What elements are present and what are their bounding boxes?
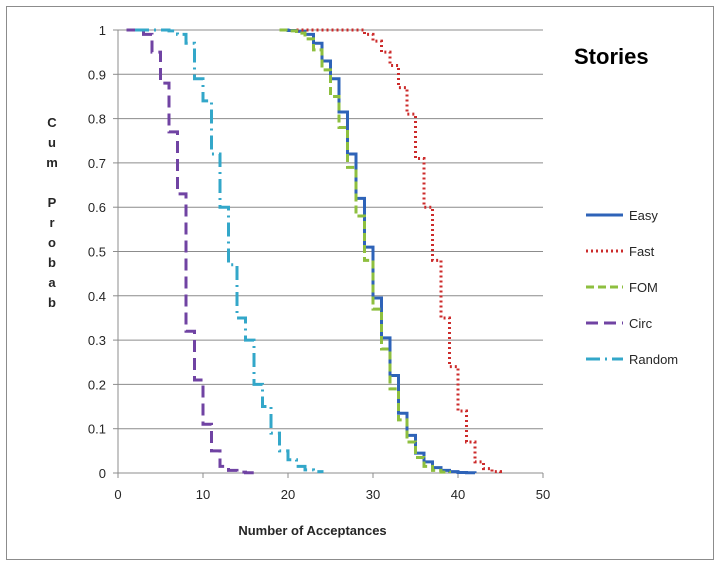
series-line-random	[135, 28, 324, 474]
legend-label-fom: FOM	[629, 280, 658, 295]
series-line-fom	[279, 28, 451, 474]
x-tick-label: 20	[281, 487, 295, 502]
x-tick-label: 50	[536, 487, 550, 502]
y-tick-label: 0.9	[88, 67, 106, 82]
y-tick-label: 0.2	[88, 377, 106, 392]
labels: 00.10.20.30.40.50.60.70.80.910 10 20 30 40 50…	[46, 23, 648, 538]
x-tick-label: 10	[196, 487, 210, 502]
chart-title: Stories	[574, 44, 649, 69]
series-line-fast	[296, 28, 502, 474]
y-tick-label: 1	[99, 23, 106, 38]
legend-label-fast: Fast	[629, 244, 655, 259]
y-tick-label: 0.8	[88, 112, 106, 127]
y-tick-label: 0.4	[88, 289, 106, 304]
x-axis-title: Number of Acceptances	[238, 523, 386, 538]
x-tick-label: 40	[451, 487, 465, 502]
y-tick-label: 0	[99, 466, 106, 481]
y-tick-label: 0.1	[88, 422, 106, 437]
y-tick-label: 0.3	[88, 333, 106, 348]
legend: Easy Fast FOM Circ Random	[586, 208, 678, 367]
legend-label-random: Random	[629, 352, 678, 367]
axes	[113, 29, 544, 478]
x-tick-label: 30	[366, 487, 380, 502]
y-tick-label: 0.5	[88, 245, 106, 260]
series-line-circ	[126, 28, 256, 475]
x-tick-label: 0	[114, 487, 121, 502]
y-tick-label: 0.6	[88, 200, 106, 215]
legend-label-easy: Easy	[629, 208, 658, 223]
chart-frame	[6, 6, 714, 560]
legend-label-circ: Circ	[629, 316, 653, 331]
y-tick-label: 0.7	[88, 156, 106, 171]
series-lines	[126, 28, 502, 475]
